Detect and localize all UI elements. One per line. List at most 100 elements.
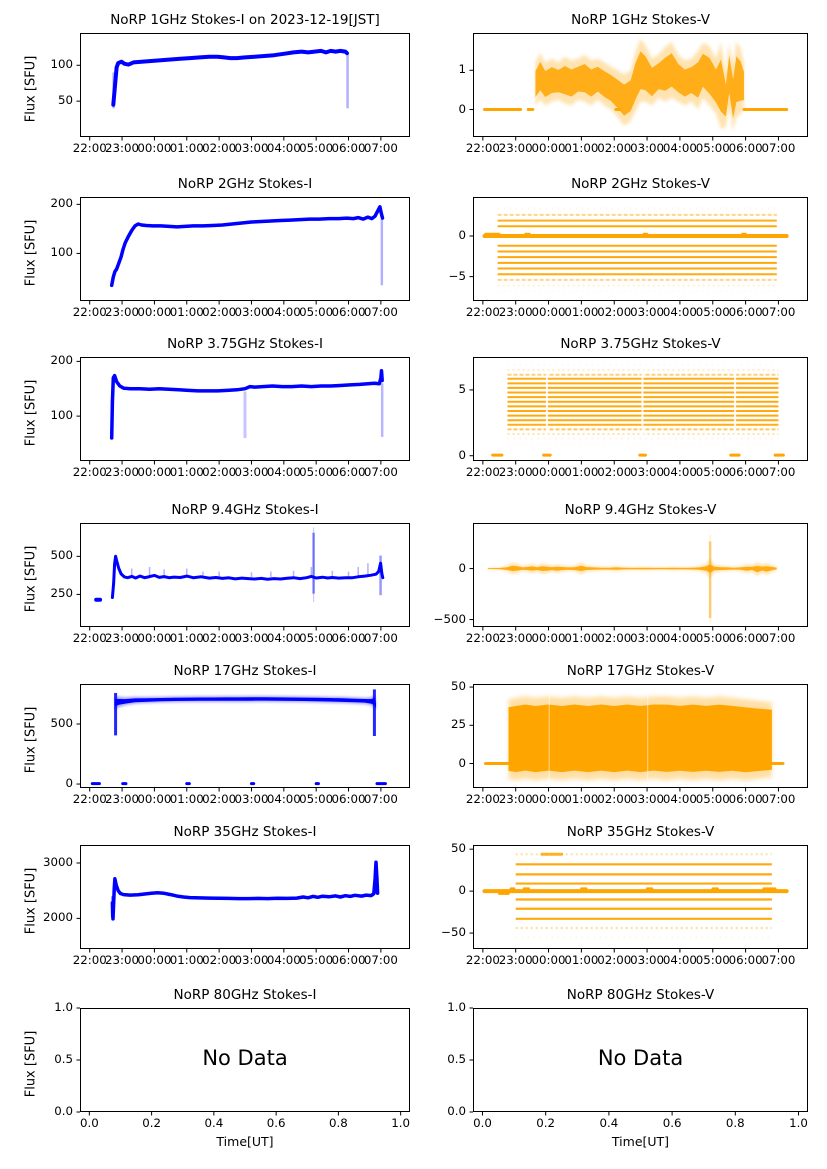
x-tick-label: 1.0 xyxy=(391,1116,411,1130)
x-tick-label: 03:00 xyxy=(234,953,269,967)
x-tick-label: 04:00 xyxy=(266,305,301,319)
plot-area xyxy=(469,523,808,631)
x-tick-label: 06:00 xyxy=(728,141,763,155)
y-tick-label: 0.5 xyxy=(54,1052,73,1066)
y-tick-label: 0 xyxy=(458,101,466,116)
x-tick-label: 02:00 xyxy=(202,792,237,806)
x-tick-label: 04:00 xyxy=(266,792,301,806)
plot-area xyxy=(76,845,410,953)
x-tick-label: 01:00 xyxy=(564,631,599,645)
x-tick-label: 02:00 xyxy=(597,141,632,155)
y-tick-label: −50 xyxy=(441,925,466,940)
x-tick-label: 22:00 xyxy=(72,631,107,645)
subplot-title: NoRP 9.4GHz Stokes-I xyxy=(171,502,319,518)
y-tick-label: −500 xyxy=(433,611,466,626)
x-tick-label: 03:00 xyxy=(234,305,269,319)
y-tick-label: 0.0 xyxy=(54,1104,73,1118)
x-tick-label: 00:00 xyxy=(137,305,172,319)
plot-area xyxy=(469,1007,808,1116)
x-tick-label: 0.4 xyxy=(204,1116,224,1130)
x-tick-label: 02:00 xyxy=(597,465,632,479)
x-tick-label: 00:00 xyxy=(531,305,566,319)
plot-area xyxy=(76,684,410,792)
x-tick-label: 03:00 xyxy=(630,792,665,806)
y-tick-label: 50 xyxy=(57,93,73,108)
x-tick-label: 03:00 xyxy=(234,792,269,806)
x-tick-label: 22:00 xyxy=(465,141,500,155)
x-tick-label: 0.8 xyxy=(329,1116,348,1130)
x-tick-label: 22:00 xyxy=(72,792,107,806)
plot-area xyxy=(469,845,808,953)
x-tick-label: 01:00 xyxy=(564,465,599,479)
x-tick-label: 06:00 xyxy=(728,953,763,967)
x-tick-label: 02:00 xyxy=(202,305,237,319)
x-tick-label: 07:00 xyxy=(363,305,398,319)
y-tick-label: 100 xyxy=(50,408,73,423)
subplot-title: NoRP 3.75GHz Stokes-V xyxy=(560,336,721,352)
x-tick-label: 0.8 xyxy=(725,1116,745,1130)
x-tick-label: 04:00 xyxy=(662,953,697,967)
y-tick-label: 0 xyxy=(65,776,73,791)
x-tick-label: 00:00 xyxy=(137,953,172,967)
x-tick-label: 02:00 xyxy=(597,792,632,806)
x-tick-label: 06:00 xyxy=(728,305,763,319)
x-tick-label: 22:00 xyxy=(72,141,107,155)
subplot-title: NoRP 2GHz Stokes-V xyxy=(571,176,710,192)
y-tick-label: 0 xyxy=(458,228,466,242)
x-tick-label: 0.0 xyxy=(473,1116,492,1130)
x-tick-label: 22:00 xyxy=(465,465,500,479)
y-tick-label: 0 xyxy=(458,883,466,898)
x-tick-label: 04:00 xyxy=(266,141,301,155)
y-tick-label: 250 xyxy=(50,586,73,601)
subplot-title: NoRP 17GHz Stokes-V xyxy=(566,663,715,679)
plot-area xyxy=(76,1007,410,1116)
x-tick-label: 04:00 xyxy=(662,465,697,479)
y-tick-label: 3000 xyxy=(42,854,73,869)
x-tick-label: 03:00 xyxy=(630,305,665,319)
x-axis-label: Time[UT] xyxy=(216,1134,274,1149)
x-tick-label: 01:00 xyxy=(169,465,204,479)
x-tick-label: 03:00 xyxy=(234,465,269,479)
x-tick-label: 0.6 xyxy=(662,1116,682,1130)
x-tick-label: 05:00 xyxy=(299,305,334,319)
plot-area xyxy=(76,33,410,141)
x-tick-label: 07:00 xyxy=(761,953,796,967)
x-tick-label: 00:00 xyxy=(137,792,172,806)
x-tick-label: 07:00 xyxy=(363,631,398,645)
subplot-title: NoRP 35GHz Stokes-I xyxy=(173,824,317,840)
x-tick-label: 22:00 xyxy=(465,631,500,645)
x-tick-label: 00:00 xyxy=(531,631,566,645)
x-tick-label: 04:00 xyxy=(662,141,697,155)
x-tick-label: 02:00 xyxy=(202,953,237,967)
x-tick-label: 23:00 xyxy=(105,631,140,645)
y-tick-label: 0.5 xyxy=(447,1052,466,1066)
plot-area xyxy=(76,197,410,305)
y-tick-label: 2000 xyxy=(42,910,73,925)
x-tick-label: 07:00 xyxy=(363,465,398,479)
x-tick-label: 23:00 xyxy=(498,953,533,967)
x-tick-label: 01:00 xyxy=(169,953,204,967)
x-tick-label: 00:00 xyxy=(137,141,172,155)
y-tick-label: 200 xyxy=(50,353,73,368)
x-tick-label: 00:00 xyxy=(531,465,566,479)
x-tick-label: 06:00 xyxy=(331,953,366,967)
x-tick-label: 01:00 xyxy=(169,631,204,645)
x-tick-label: 05:00 xyxy=(695,792,730,806)
y-tick-label: 0 xyxy=(458,560,466,575)
x-tick-label: 02:00 xyxy=(597,631,632,645)
plot-area xyxy=(469,197,808,305)
subplot-title: NoRP 3.75GHz Stokes-I xyxy=(167,336,323,352)
x-tick-label: 05:00 xyxy=(695,631,730,645)
y-tick-label: 500 xyxy=(50,548,73,563)
y-tick-label: 100 xyxy=(50,57,73,72)
x-tick-label: 01:00 xyxy=(564,953,599,967)
subplot-title: NoRP 17GHz Stokes-I xyxy=(173,663,317,679)
y-tick-label: 50 xyxy=(450,679,466,694)
x-tick-label: 02:00 xyxy=(597,953,632,967)
plot-area xyxy=(469,684,808,792)
no-data-text: No Data xyxy=(597,1046,684,1070)
x-tick-label: 23:00 xyxy=(498,141,533,155)
x-tick-label: 22:00 xyxy=(72,953,107,967)
plot-area xyxy=(469,357,808,465)
